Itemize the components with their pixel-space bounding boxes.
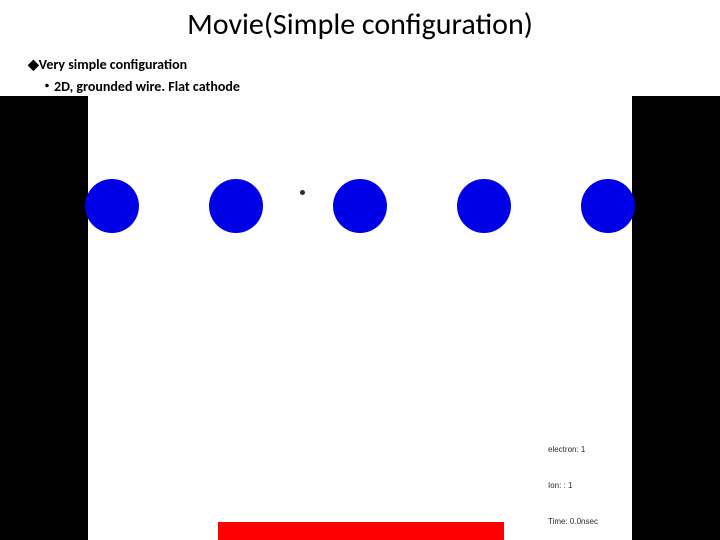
detail-bullet-text: 2D, grounded wire. Flat cathode bbox=[54, 78, 240, 95]
legend-readout: electron: 1 bbox=[542, 438, 628, 460]
grounded-wire-circle bbox=[333, 179, 387, 233]
slide-root: Movie(Simple configuration) ◆Very simple… bbox=[0, 0, 720, 540]
legend-readout-label: Time: 0.0nsec bbox=[548, 517, 598, 526]
slide-title: Movie(Simple configuration) bbox=[0, 6, 720, 43]
movie-stage: electron: 1 Ion: : 1 Time: 0.0nsec bbox=[0, 96, 720, 540]
simulation-frame: electron: 1 Ion: : 1 Time: 0.0nsec bbox=[88, 96, 632, 540]
legend-readout: Ion: : 1 bbox=[542, 474, 628, 496]
diamond-bullet-icon: ◆ bbox=[28, 56, 39, 73]
legend-readout-label: Ion: : 1 bbox=[548, 481, 572, 490]
grounded-wire-circle bbox=[581, 179, 635, 233]
subheading-line: ◆Very simple configuration bbox=[28, 56, 187, 73]
dot-bullet-icon: ・ bbox=[40, 78, 54, 95]
grounded-wire-circle bbox=[209, 179, 263, 233]
legend-readout: Time: 0.0nsec bbox=[542, 510, 628, 532]
flat-cathode bbox=[218, 522, 504, 540]
legend-readout-label: electron: 1 bbox=[548, 445, 585, 454]
grounded-wire-circle bbox=[457, 179, 511, 233]
grounded-wire-circle bbox=[85, 179, 139, 233]
particle-marker bbox=[300, 190, 305, 195]
detail-bullet-line: ・2D, grounded wire. Flat cathode bbox=[40, 76, 240, 96]
subheading-text: Very simple configuration bbox=[39, 56, 187, 73]
